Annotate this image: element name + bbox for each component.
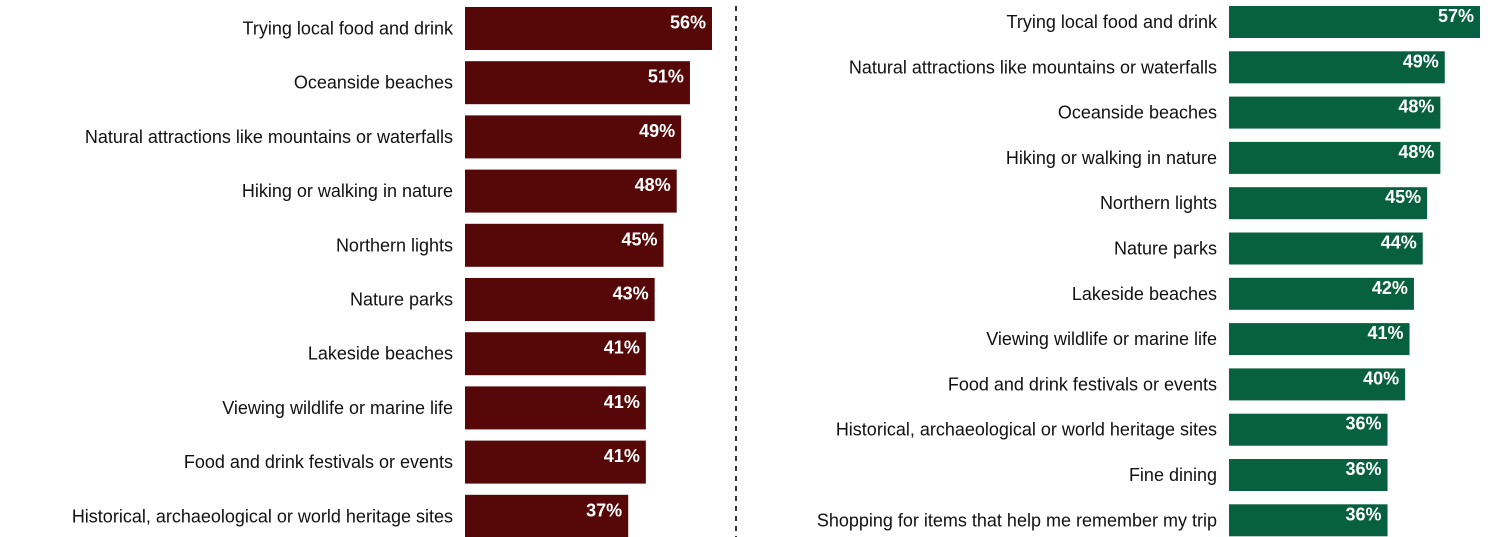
right-value-label: 57% bbox=[1438, 6, 1474, 26]
right-category-label: Historical, archaeological or world heri… bbox=[836, 420, 1217, 440]
right-category-label: Shopping for items that help me remember… bbox=[817, 510, 1217, 530]
left-value-label: 51% bbox=[648, 67, 684, 87]
right-value-label: 49% bbox=[1403, 51, 1439, 71]
right-bar bbox=[1229, 232, 1423, 265]
right-category-label: Lakeside beaches bbox=[1072, 284, 1217, 304]
left-category-label: Northern lights bbox=[336, 235, 453, 255]
left-category-label: Natural attractions like mountains or wa… bbox=[85, 127, 453, 147]
right-bar bbox=[1229, 413, 1388, 446]
left-bar bbox=[465, 332, 646, 376]
left-category-label: Viewing wildlife or marine life bbox=[222, 398, 453, 418]
right-value-label: 40% bbox=[1363, 368, 1399, 388]
left-bar bbox=[465, 494, 629, 537]
left-category-label: Trying local food and drink bbox=[243, 19, 454, 39]
left-value-label: 41% bbox=[604, 446, 640, 466]
right-bar bbox=[1229, 6, 1480, 38]
right-bar bbox=[1229, 504, 1388, 537]
right-value-label: 48% bbox=[1398, 97, 1434, 117]
right-value-label: 44% bbox=[1381, 233, 1417, 253]
left-category-label: Lakeside beaches bbox=[308, 344, 453, 364]
left-value-label: 48% bbox=[635, 175, 671, 195]
left-value-label: 49% bbox=[639, 121, 675, 141]
left-bar bbox=[465, 223, 664, 267]
left-bar bbox=[465, 115, 682, 159]
left-category-label: Oceanside beaches bbox=[294, 73, 453, 93]
right-category-label: Viewing wildlife or marine life bbox=[986, 329, 1217, 349]
right-value-label: 42% bbox=[1372, 278, 1408, 298]
right-bar bbox=[1229, 459, 1388, 491]
left-category-label: Historical, archaeological or world heri… bbox=[72, 506, 453, 526]
right-category-label: Natural attractions like mountains or wa… bbox=[849, 57, 1217, 77]
right-bar bbox=[1229, 96, 1441, 129]
left-category-label: Food and drink festivals or events bbox=[184, 452, 453, 472]
right-value-label: 36% bbox=[1345, 459, 1381, 479]
left-value-label: 56% bbox=[670, 13, 706, 33]
left-value-label: 37% bbox=[586, 500, 622, 520]
left-bar bbox=[465, 61, 690, 105]
left-value-label: 45% bbox=[621, 229, 657, 249]
left-value-label: 43% bbox=[613, 284, 649, 304]
right-category-label: Oceanside beaches bbox=[1058, 103, 1217, 123]
right-value-label: 41% bbox=[1368, 323, 1404, 343]
right-bar bbox=[1229, 368, 1406, 401]
right-category-label: Food and drink festivals or events bbox=[948, 374, 1217, 394]
left-category-label: Hiking or walking in nature bbox=[242, 181, 453, 201]
right-bar bbox=[1229, 323, 1410, 356]
right-value-label: 48% bbox=[1398, 142, 1434, 162]
right-value-label: 36% bbox=[1345, 504, 1381, 524]
right-bar-chart: Trying local food and drink 57% Natural at… bbox=[817, 6, 1480, 537]
right-bar bbox=[1229, 141, 1441, 174]
left-bar bbox=[465, 440, 646, 484]
right-category-label: Northern lights bbox=[1100, 193, 1217, 213]
right-bar bbox=[1229, 277, 1414, 310]
left-bar-chart: Trying local food and drink 56% Oceanside … bbox=[72, 7, 712, 537]
right-value-label: 36% bbox=[1345, 414, 1381, 434]
right-value-label: 45% bbox=[1385, 187, 1421, 207]
left-value-label: 41% bbox=[604, 338, 640, 358]
right-category-label: Fine dining bbox=[1129, 465, 1217, 485]
right-category-label: Nature parks bbox=[1114, 239, 1217, 259]
left-category-label: Nature parks bbox=[350, 290, 453, 310]
left-bar bbox=[465, 7, 712, 50]
left-value-label: 41% bbox=[604, 392, 640, 412]
left-bar bbox=[465, 278, 655, 321]
left-bar bbox=[465, 169, 677, 213]
right-category-label: Hiking or walking in nature bbox=[1006, 148, 1217, 168]
right-bar bbox=[1229, 51, 1445, 84]
left-bar bbox=[465, 386, 646, 430]
right-bar bbox=[1229, 187, 1428, 220]
right-category-label: Trying local food and drink bbox=[1007, 12, 1218, 32]
